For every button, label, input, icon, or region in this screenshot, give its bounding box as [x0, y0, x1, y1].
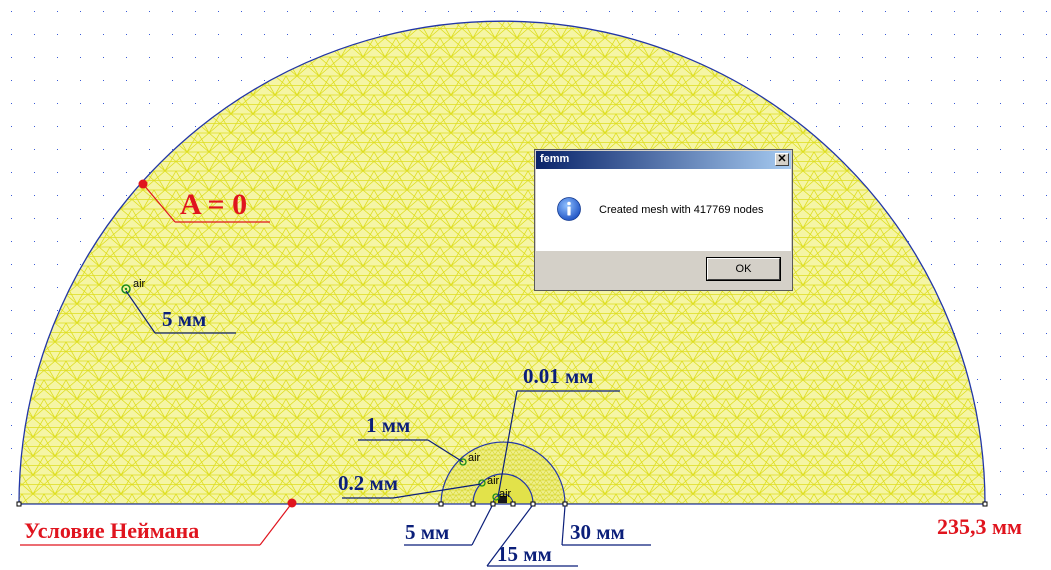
boundary-30mm [440, 441, 566, 505]
outer-boundary-arc [18, 20, 986, 505]
dialog-message: Created mesh with 417769 nodes [599, 204, 764, 216]
air-label: air [499, 488, 512, 500]
label-neumann: Условие Неймана [24, 518, 199, 543]
label-0-01mm: 0.01 мм [523, 364, 594, 388]
dialog-body: Created mesh with 417769 nodes [536, 169, 791, 251]
label-radius: 235,3 мм [937, 514, 1022, 539]
label-bottom-5mm: 5 мм [405, 520, 449, 544]
air-label: air [487, 475, 500, 487]
label-30mm: 30 мм [570, 520, 625, 544]
nodes [16, 501, 988, 507]
outer-air-region [19, 21, 985, 504]
ok-button[interactable]: OK [706, 257, 781, 281]
block-label-inner1[interactable]: air [478, 475, 500, 487]
dialog-title-bar[interactable]: femm ✕ [536, 151, 791, 169]
refined-region [441, 442, 565, 504]
conductor [498, 496, 507, 503]
block-label-inner2[interactable]: air [492, 488, 512, 501]
block-label-outer[interactable]: air [121, 278, 146, 294]
dialog-title: femm [540, 153, 570, 165]
leader-lines [20, 183, 651, 567]
middle-region [473, 474, 533, 504]
label-1mm: 1 мм [366, 413, 410, 437]
mesh-message-dialog: femm ✕ Created mesh with 417769 nodes OK [534, 149, 793, 291]
boundary-15mm [472, 473, 534, 505]
air-label: air [468, 452, 481, 464]
info-icon [557, 197, 581, 221]
label-a-zero: A = 0 [180, 188, 247, 221]
point-a0 [138, 179, 148, 189]
air-label: air [133, 278, 146, 290]
label-15mm: 15 мм [497, 542, 552, 566]
close-icon[interactable]: ✕ [775, 153, 789, 166]
point-neumann [287, 498, 297, 508]
label-0-2mm: 0.2 мм [338, 471, 398, 495]
label-outer-5mm: 5 мм [162, 307, 206, 331]
block-label-mid[interactable]: air [459, 452, 481, 466]
